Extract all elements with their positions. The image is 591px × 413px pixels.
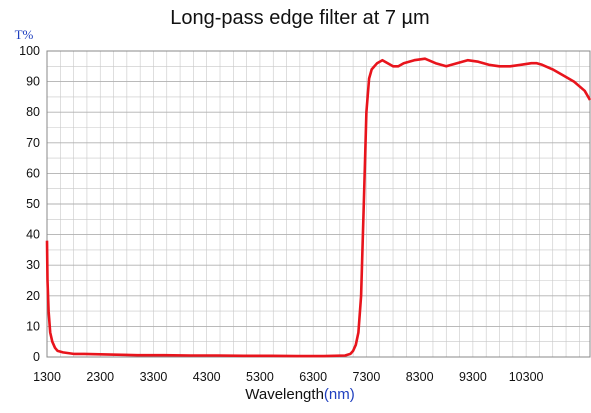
series-line xyxy=(45,57,591,358)
x-axis-unit: (nm) xyxy=(324,386,355,403)
x-tick-labels: 1300 2300 3300 4300 5300 6300 7300 8300 9300 1030… xyxy=(33,370,543,384)
x-axis-label-text: Wavelength xyxy=(245,386,324,403)
y-tick-label: 60 xyxy=(26,166,40,180)
x-tick-label: 2300 xyxy=(86,370,114,384)
x-tick-label: 3300 xyxy=(140,370,168,384)
y-tick-label: 20 xyxy=(26,289,40,303)
x-tick-label: 6300 xyxy=(299,370,327,384)
x-tick-label: 4300 xyxy=(193,370,221,384)
x-tick-label: 9300 xyxy=(459,370,487,384)
y-axis-label: T% xyxy=(15,27,34,42)
y-tick-label: 70 xyxy=(26,136,40,150)
y-tick-label: 40 xyxy=(26,228,40,242)
x-tick-label: 1300 xyxy=(33,370,61,384)
x-tick-label: 8300 xyxy=(406,370,434,384)
y-tick-label: 30 xyxy=(26,258,40,272)
y-tick-label: 50 xyxy=(26,197,40,211)
y-tick-labels: 0 10 20 30 40 50 60 70 80 90 100 xyxy=(19,44,40,364)
x-tick-label: 5300 xyxy=(246,370,274,384)
y-tick-label: 90 xyxy=(26,75,40,89)
chart-title: Long-pass edge filter at 7 µm xyxy=(170,7,429,29)
gridlines xyxy=(47,51,590,357)
x-tick-label: 10300 xyxy=(509,370,544,384)
y-tick-label: 10 xyxy=(26,319,40,333)
x-axis-label: Wavelength(nm) xyxy=(245,386,354,403)
x-tick-label: 7300 xyxy=(353,370,381,384)
y-tick-label: 100 xyxy=(19,44,40,58)
y-tick-label: 80 xyxy=(26,105,40,119)
y-tick-label: 0 xyxy=(33,350,40,364)
